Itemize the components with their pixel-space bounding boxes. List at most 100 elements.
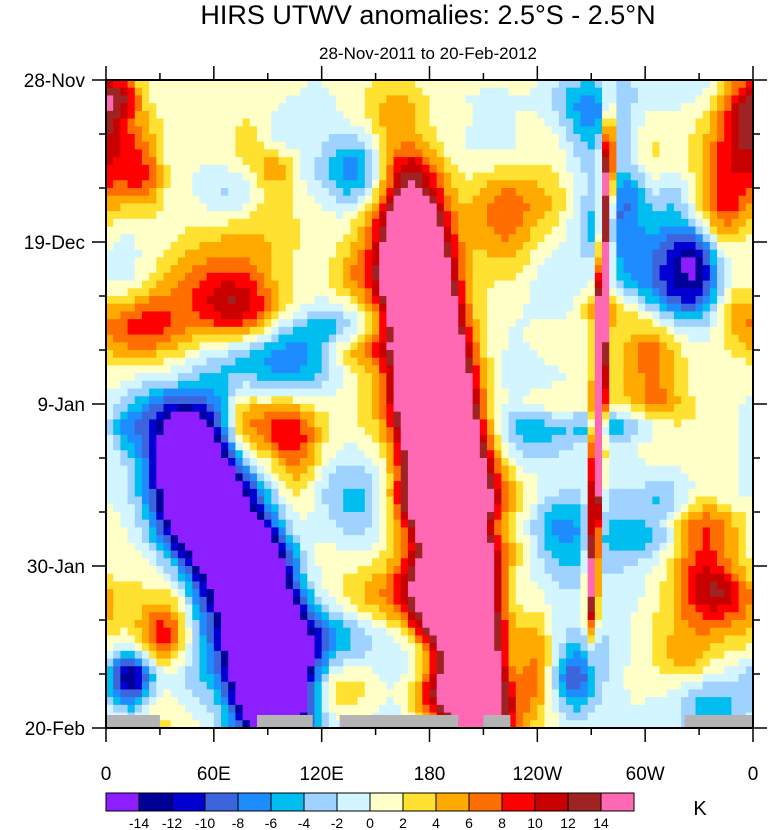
heatmap-cell [379, 388, 387, 397]
heatmap-cell [149, 180, 157, 189]
heatmap-cell [630, 342, 639, 351]
heatmap-cell [292, 103, 301, 112]
heatmap-cell [458, 80, 467, 89]
heatmap-cell [443, 234, 452, 243]
heatmap-cell [580, 180, 589, 189]
heatmap-cell [709, 249, 718, 259]
heatmap-cell [264, 80, 272, 89]
heatmap-cell [400, 442, 409, 451]
heatmap-cell [407, 334, 416, 343]
heatmap-cell [443, 373, 452, 382]
heatmap-cell [602, 396, 610, 405]
heatmap-cell [508, 249, 517, 259]
heatmap-cell [616, 218, 625, 228]
heatmap-cell [256, 442, 265, 451]
heatmap-cell [472, 203, 481, 212]
heatmap-cell [336, 450, 344, 459]
heatmap-cell [364, 326, 373, 336]
heatmap-cell [343, 458, 352, 467]
heatmap-cell [264, 342, 272, 351]
heatmap-cell [659, 234, 668, 243]
heatmap-cell [328, 357, 337, 367]
heatmap-cell [558, 357, 567, 367]
heatmap-cell [199, 157, 208, 166]
heatmap-cell [271, 334, 280, 343]
heatmap-cell [163, 141, 172, 151]
heatmap-cell [573, 434, 582, 444]
heatmap-cell [594, 87, 603, 97]
heatmap-cell [472, 427, 481, 436]
heatmap-cell [436, 218, 445, 228]
chart-subtitle: 28-Nov-2011 to 20-Feb-2012 [319, 44, 537, 63]
heatmap-cell [149, 157, 157, 166]
heatmap-cell [422, 458, 431, 467]
heatmap-cell [386, 311, 395, 320]
heatmap-cell [637, 350, 646, 359]
heatmap-cell [292, 141, 301, 151]
heatmap-cell [307, 342, 316, 351]
heatmap-cell [292, 481, 301, 490]
heatmap-cell [458, 326, 467, 336]
heatmap-cell [537, 365, 546, 374]
heatmap-cell [264, 504, 272, 513]
heatmap-cell [637, 296, 646, 305]
heatmap-cell [609, 396, 618, 405]
heatmap-cell [494, 257, 502, 266]
heatmap-cell [170, 234, 179, 243]
heatmap-cell [163, 388, 172, 397]
heatmap-cell [156, 311, 165, 320]
heatmap-cell [170, 272, 179, 282]
heatmap-cell [393, 504, 402, 513]
heatmap-cell [487, 373, 495, 382]
heatmap-cell [156, 157, 165, 166]
heatmap-cell [307, 465, 316, 475]
heatmap-cell [185, 373, 193, 382]
heatmap-cell [256, 404, 265, 413]
heatmap-cell [745, 319, 754, 328]
heatmap-cell [278, 80, 287, 89]
heatmap-cell [472, 249, 481, 259]
heatmap-cell [465, 311, 474, 320]
heatmap-cell [602, 288, 610, 297]
heatmap-cell [120, 373, 129, 382]
heatmap-cell [206, 296, 215, 305]
heatmap-cell [307, 380, 316, 390]
heatmap-cell [688, 134, 697, 143]
heatmap-cell [637, 434, 646, 444]
heatmap-cell [221, 110, 229, 120]
heatmap-cell [609, 450, 618, 459]
heatmap-cell [113, 311, 121, 320]
heatmap-cell [558, 388, 567, 397]
heatmap-cell [494, 296, 502, 305]
heatmap-cell [249, 164, 258, 174]
heatmap-cell [594, 411, 603, 421]
heatmap-cell [213, 211, 222, 220]
heatmap-cell [393, 257, 402, 266]
heatmap-cell [256, 334, 265, 343]
heatmap-cell [573, 365, 582, 374]
heatmap-cell [429, 87, 438, 97]
heatmap-cell [724, 311, 733, 320]
heatmap-cell [551, 311, 560, 320]
heatmap-cell [364, 80, 373, 89]
heatmap-cell [228, 465, 236, 475]
heatmap-cell [501, 404, 510, 413]
heatmap-cell [127, 342, 136, 351]
heatmap-cell [594, 249, 603, 259]
heatmap-cell [307, 141, 316, 151]
heatmap-cell [702, 396, 711, 405]
heatmap-cell [738, 188, 747, 197]
heatmap-cell [724, 373, 733, 382]
heatmap-cell [724, 458, 733, 467]
heatmap-cell [652, 411, 661, 421]
heatmap-cell [487, 257, 495, 266]
heatmap-cell [530, 288, 538, 297]
heatmap-cell [558, 272, 567, 282]
heatmap-cell [113, 195, 121, 205]
heatmap-cell [537, 288, 546, 297]
heatmap-cell [458, 118, 467, 127]
heatmap-cell [623, 203, 632, 212]
heatmap-cell [199, 319, 208, 328]
heatmap-cell [407, 450, 416, 459]
heatmap-cell [278, 488, 287, 498]
